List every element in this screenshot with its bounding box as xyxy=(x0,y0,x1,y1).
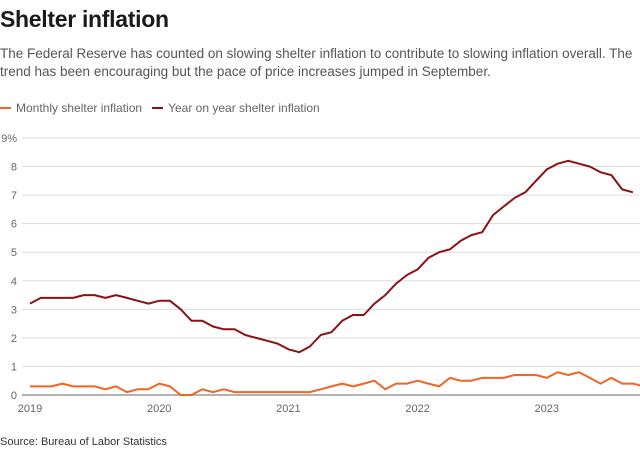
x-tick-label: 2019 xyxy=(18,403,42,415)
legend-swatch-yoy xyxy=(152,107,164,109)
x-tick-label: 2020 xyxy=(147,403,171,415)
y-tick-label: 2 xyxy=(11,333,17,345)
y-tick-label: 0 xyxy=(11,390,17,402)
y-tick-label: 3 xyxy=(11,304,17,316)
y-tick-label: 7 xyxy=(11,190,17,202)
legend-item-monthly: Monthly shelter inflation xyxy=(0,101,142,115)
x-tick-label: 2023 xyxy=(535,403,559,415)
y-tick-label: 6 xyxy=(11,219,17,231)
y-tick-label: 4 xyxy=(11,276,17,288)
legend-item-yoy: Year on year shelter inflation xyxy=(152,101,320,115)
series-line-yoy xyxy=(29,159,634,354)
chart-subtitle: The Federal Reserve has counted on slowi… xyxy=(0,46,633,79)
legend-swatch-monthly xyxy=(0,107,11,109)
x-tick-label: 2021 xyxy=(276,403,300,415)
y-tick-label: 9% xyxy=(1,133,17,145)
legend-label-monthly: Monthly shelter inflation xyxy=(16,101,143,115)
legend: Monthly shelter inflation Year on year s… xyxy=(0,101,330,115)
chart-title: Shelter inflation xyxy=(0,6,169,32)
y-tick-label: 5 xyxy=(11,247,17,259)
line-chart: 0 1 2 3 4 5 6 7 8 9% 2019 2020 2021 2022 2023 xyxy=(1,133,640,415)
legend-label-yoy: Year on year shelter inflation xyxy=(168,101,320,115)
y-tick-label: 1 xyxy=(11,361,17,373)
x-tick-label: 2022 xyxy=(405,403,429,415)
series-line-monthly xyxy=(30,371,640,396)
y-tick-label: 8 xyxy=(11,162,17,174)
source-note: Source: Bureau of Labor Statistics xyxy=(0,436,167,448)
